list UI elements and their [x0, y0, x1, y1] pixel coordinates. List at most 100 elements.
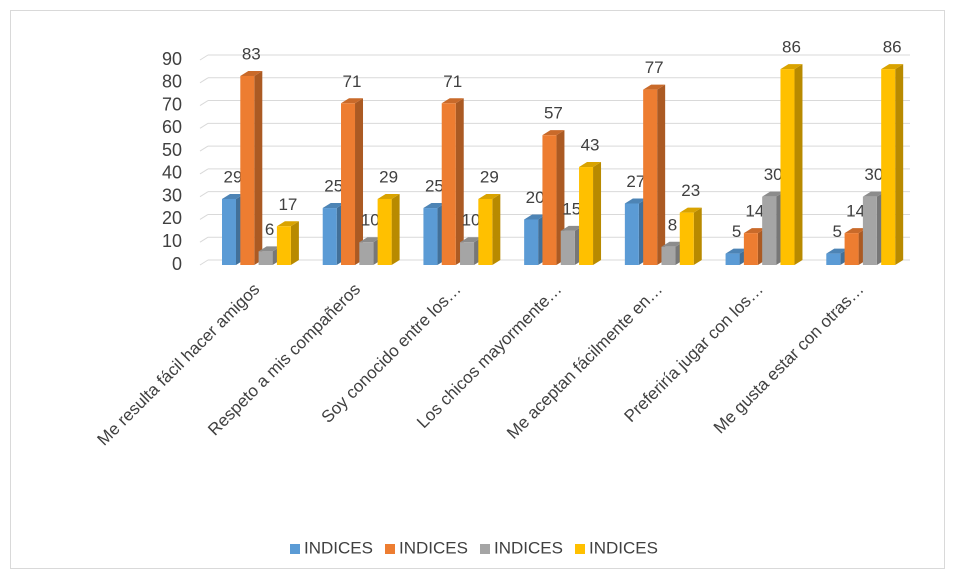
bar: [423, 208, 438, 265]
data-label: 27: [626, 172, 645, 191]
data-label: 20: [526, 188, 545, 207]
data-label: 23: [681, 181, 700, 200]
bar-side: [254, 70, 263, 265]
legend-swatch: [290, 544, 300, 554]
y-tick-label: 20: [162, 208, 182, 228]
data-label: 15: [562, 199, 581, 218]
bar: [624, 203, 639, 265]
grid-line: [199, 77, 209, 84]
bar: [762, 196, 777, 265]
data-label: 83: [242, 44, 261, 63]
bar-top: [661, 241, 684, 247]
bar: [276, 226, 291, 265]
bar-top: [560, 225, 583, 231]
grid-line: [199, 145, 209, 152]
bar-top: [881, 64, 904, 70]
grid-line: [199, 122, 209, 129]
grid-line: [199, 259, 209, 266]
bar-top: [441, 98, 464, 104]
data-label: 14: [846, 202, 865, 221]
grid-line: [199, 191, 209, 198]
bar: [322, 208, 337, 265]
bar: [725, 253, 740, 265]
bar: [524, 219, 539, 265]
bar-top: [276, 221, 299, 227]
bar-top: [643, 84, 666, 90]
bar-top: [222, 193, 244, 199]
bar-top: [460, 237, 483, 243]
bar: [240, 75, 255, 265]
data-label: 10: [462, 211, 481, 230]
grid-line: [199, 168, 209, 175]
bar-top: [524, 214, 547, 220]
y-tick-label: 50: [162, 140, 182, 160]
bar: [222, 198, 236, 265]
bar-side: [391, 193, 400, 265]
y-tick-label: 30: [162, 185, 182, 205]
bar: [679, 212, 694, 265]
data-label: 57: [544, 104, 563, 123]
data-label: 77: [645, 58, 664, 77]
y-tick-label: 60: [162, 117, 182, 137]
data-label: 86: [883, 38, 902, 57]
bar-top: [377, 193, 400, 199]
bar-top: [624, 198, 647, 204]
data-label: 29: [379, 167, 398, 186]
data-label: 71: [343, 72, 362, 91]
bar: [441, 103, 456, 266]
data-label: 6: [265, 220, 274, 239]
bar-top: [844, 228, 867, 234]
bar-side: [794, 64, 803, 265]
data-label: 29: [480, 167, 499, 186]
bar: [881, 69, 896, 265]
y-tick-label: 70: [162, 94, 182, 114]
data-label: 14: [745, 202, 764, 221]
y-tick-label: 80: [162, 72, 182, 92]
legend-swatch: [480, 544, 490, 554]
y-tick-label: 10: [162, 231, 182, 251]
bar-side: [593, 162, 602, 265]
bar: [579, 167, 594, 265]
bar-top: [826, 248, 849, 254]
y-tick-label: 0: [172, 254, 182, 274]
bar-side: [492, 193, 501, 265]
bar: [826, 253, 841, 265]
data-label: 10: [361, 211, 380, 230]
data-label: 71: [443, 72, 462, 91]
bar: [258, 251, 273, 265]
bar: [478, 198, 493, 265]
grid-line: [199, 100, 209, 106]
bar-top: [423, 203, 446, 209]
grid-line: [199, 214, 209, 220]
legend-swatch: [575, 544, 585, 554]
bar: [743, 233, 758, 265]
bar-top: [542, 130, 565, 136]
data-label: 5: [732, 222, 741, 241]
grid-line: [199, 236, 209, 243]
legend-swatch: [385, 544, 395, 554]
bar-top: [743, 228, 766, 234]
data-label: 17: [278, 195, 297, 214]
bar-top: [258, 246, 281, 252]
bar-side: [657, 84, 666, 265]
grid-line: [199, 54, 209, 61]
bar-top: [862, 191, 885, 197]
bar: [780, 69, 795, 265]
bar: [377, 198, 392, 265]
bar-top: [679, 207, 702, 213]
legend-label: INDICES: [304, 538, 373, 557]
data-label: 5: [833, 222, 842, 241]
bar-top: [322, 203, 345, 209]
bar-top: [240, 70, 263, 76]
bar-side: [290, 221, 299, 265]
y-tick-label: 40: [162, 163, 182, 183]
legend-label: INDICES: [399, 538, 468, 557]
bar: [862, 196, 877, 265]
y-tick-label: 90: [162, 49, 182, 69]
data-label: 43: [581, 136, 600, 155]
bar-top: [780, 64, 803, 70]
bar: [359, 242, 374, 265]
bar: [661, 246, 676, 265]
bar-top: [341, 98, 364, 104]
